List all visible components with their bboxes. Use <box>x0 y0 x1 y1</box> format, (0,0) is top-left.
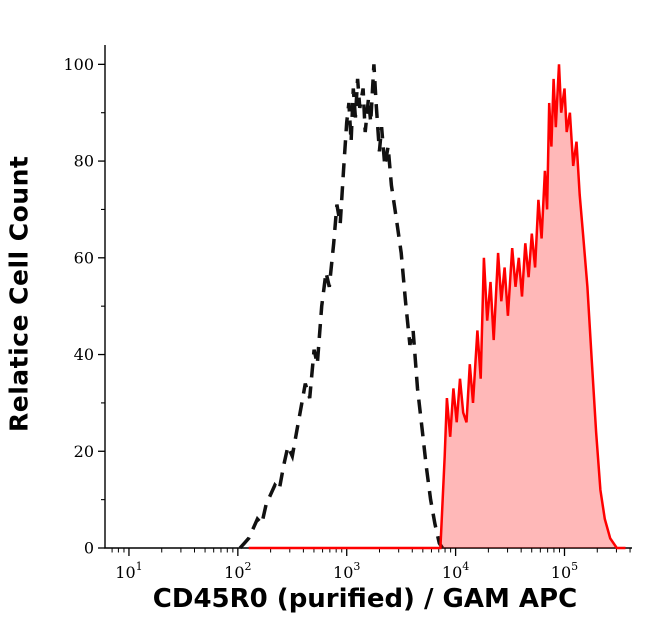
svg-text:40: 40 <box>74 345 94 364</box>
svg-text:60: 60 <box>74 248 94 267</box>
svg-text:80: 80 <box>74 152 94 171</box>
svg-text:104: 104 <box>442 560 469 582</box>
svg-text:20: 20 <box>74 442 94 461</box>
svg-text:103: 103 <box>333 560 360 582</box>
svg-text:105: 105 <box>551 560 578 582</box>
svg-text:100: 100 <box>63 55 94 74</box>
svg-text:102: 102 <box>224 560 251 582</box>
svg-text:0: 0 <box>84 539 94 558</box>
x-axis-label: CD45R0 (purified) / GAM APC <box>152 584 578 614</box>
svg-text:101: 101 <box>115 560 142 582</box>
